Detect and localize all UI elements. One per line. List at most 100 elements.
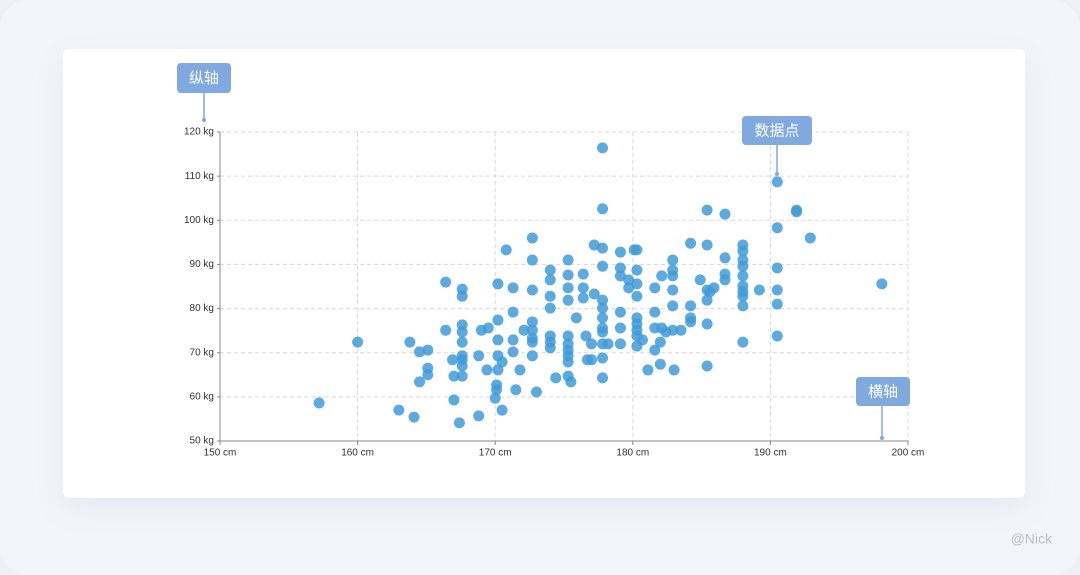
data-point bbox=[876, 278, 888, 290]
data-point bbox=[492, 334, 504, 346]
data-point bbox=[414, 376, 426, 388]
data-point bbox=[597, 260, 609, 272]
data-point bbox=[654, 336, 666, 348]
y-tick-label: 110 kg bbox=[185, 171, 214, 182]
data-point bbox=[623, 282, 635, 294]
data-point bbox=[577, 282, 589, 294]
data-point bbox=[456, 336, 468, 348]
data-point bbox=[500, 244, 512, 256]
data-point bbox=[588, 288, 600, 300]
data-point bbox=[701, 294, 713, 306]
data-point bbox=[631, 264, 643, 276]
data-point bbox=[597, 142, 609, 154]
data-point bbox=[496, 356, 508, 368]
x-tick-label: 190 cm bbox=[754, 448, 787, 459]
data-point bbox=[447, 354, 459, 366]
data-point bbox=[701, 204, 713, 216]
data-point bbox=[526, 324, 538, 336]
data-point bbox=[649, 344, 661, 356]
data-point bbox=[675, 324, 687, 336]
y-tick-label: 100 kg bbox=[184, 215, 214, 226]
data-point bbox=[597, 203, 609, 215]
data-point bbox=[631, 290, 643, 302]
data-point bbox=[597, 302, 609, 314]
data-point bbox=[737, 290, 749, 302]
data-point bbox=[492, 278, 504, 290]
data-point bbox=[737, 336, 749, 348]
data-point bbox=[771, 176, 783, 188]
data-point bbox=[404, 336, 416, 348]
data-point bbox=[597, 242, 609, 254]
data-point bbox=[507, 306, 519, 318]
data-point bbox=[577, 292, 589, 304]
callout-text: 纵轴 bbox=[189, 70, 219, 87]
data-point bbox=[586, 338, 598, 350]
data-point bbox=[453, 417, 465, 429]
data-point bbox=[393, 404, 405, 416]
data-point bbox=[544, 274, 556, 286]
data-point bbox=[507, 334, 519, 346]
watermark: @Nick bbox=[1011, 531, 1053, 547]
data-point bbox=[456, 326, 468, 338]
data-point bbox=[408, 411, 420, 423]
data-point bbox=[562, 330, 574, 342]
data-point bbox=[597, 312, 609, 324]
callout-box bbox=[177, 63, 231, 93]
data-point bbox=[530, 386, 542, 398]
data-point bbox=[492, 314, 504, 326]
data-point bbox=[456, 360, 468, 372]
data-point bbox=[588, 239, 600, 251]
data-point bbox=[565, 376, 577, 388]
data-point bbox=[753, 284, 765, 296]
data-point bbox=[422, 344, 434, 356]
data-point bbox=[719, 208, 731, 220]
data-point bbox=[526, 350, 538, 362]
data-point bbox=[577, 268, 589, 280]
data-point bbox=[791, 206, 803, 218]
x-tick-label: 150 cm bbox=[204, 448, 237, 459]
data-point bbox=[701, 239, 713, 251]
data-point bbox=[771, 284, 783, 296]
data-point bbox=[562, 356, 574, 368]
callout-text: 数据点 bbox=[754, 122, 799, 139]
data-point bbox=[597, 326, 609, 338]
data-point bbox=[737, 260, 749, 272]
data-point bbox=[526, 254, 538, 266]
data-point bbox=[448, 394, 460, 406]
data-point bbox=[737, 245, 749, 257]
x-tick-label: 160 cm bbox=[341, 448, 374, 459]
data-point bbox=[456, 370, 468, 382]
data-point bbox=[313, 397, 325, 409]
data-point bbox=[667, 270, 679, 282]
data-point bbox=[614, 338, 626, 350]
data-point bbox=[422, 369, 434, 381]
data-point bbox=[694, 274, 706, 286]
data-point bbox=[701, 318, 713, 330]
data-point bbox=[737, 300, 749, 312]
data-point bbox=[481, 364, 493, 376]
data-point bbox=[701, 360, 713, 372]
data-point bbox=[526, 336, 538, 348]
data-point bbox=[414, 346, 426, 358]
data-point bbox=[597, 372, 609, 384]
data-point bbox=[737, 270, 749, 282]
y-tick-label: 80 kg bbox=[190, 303, 214, 314]
y-tick-label: 60 kg bbox=[190, 391, 214, 402]
data-point bbox=[482, 322, 494, 334]
data-point bbox=[685, 316, 697, 328]
data-point bbox=[719, 252, 731, 264]
data-point bbox=[636, 334, 648, 346]
data-point bbox=[491, 379, 503, 391]
data-point bbox=[614, 246, 626, 258]
data-point bbox=[544, 302, 556, 314]
data-point bbox=[631, 278, 643, 290]
callout-dot bbox=[202, 118, 206, 122]
y-tick-label: 120 kg bbox=[184, 127, 214, 138]
callout-box bbox=[856, 377, 910, 406]
data-point bbox=[562, 282, 574, 294]
data-point bbox=[771, 222, 783, 234]
data-point bbox=[614, 270, 626, 282]
data-point bbox=[667, 254, 679, 266]
